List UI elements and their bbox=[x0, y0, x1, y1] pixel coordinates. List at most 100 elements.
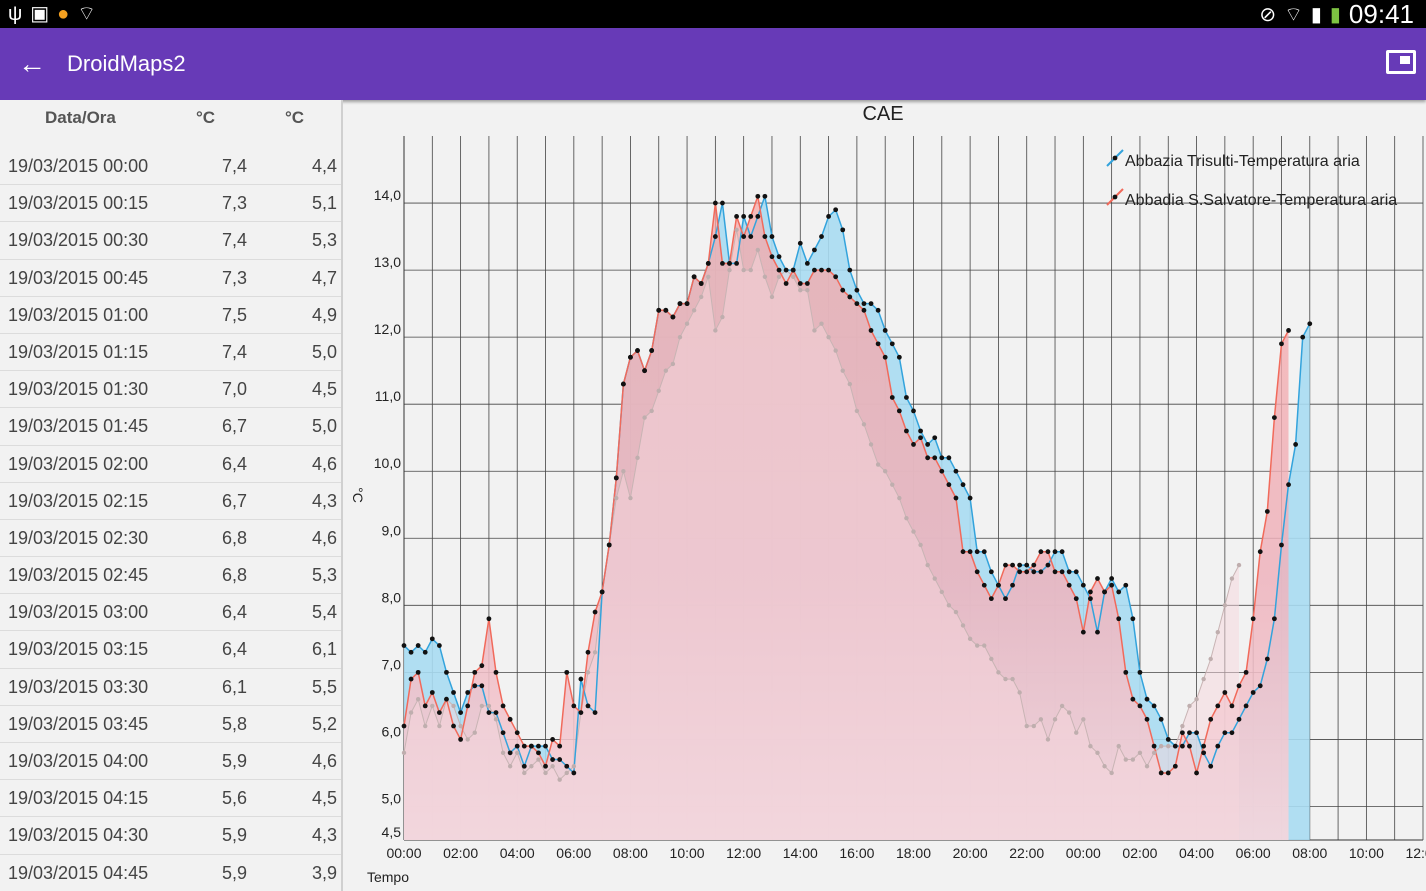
data-point-salvatore bbox=[422, 703, 428, 709]
data-point-salvatore bbox=[401, 723, 407, 729]
data-point-trisulti bbox=[1109, 576, 1115, 581]
table-row[interactable]: 19/03/2015 02:45 6,8 5,3 bbox=[0, 557, 341, 595]
table-row[interactable]: 19/03/2015 01:45 6,7 5,0 bbox=[0, 408, 341, 446]
signal-icon: ▮ bbox=[1310, 3, 1322, 26]
cell-temperature: 6,1 bbox=[312, 639, 338, 660]
legend-marker-trisulti bbox=[1112, 155, 1118, 161]
data-point-trisulti bbox=[451, 690, 456, 695]
data-point-salvatore bbox=[585, 649, 591, 655]
data-point-salvatore bbox=[514, 730, 520, 736]
table-row[interactable]: 19/03/2015 01:30 7,0 4,5 bbox=[0, 371, 341, 409]
data-point-salvatore bbox=[415, 669, 421, 675]
data-point-trisulti bbox=[1293, 442, 1299, 447]
table-row[interactable]: 19/03/2015 02:30 6,8 4,6 bbox=[0, 520, 341, 558]
data-point-trisulti bbox=[536, 743, 541, 749]
cell-temperature: 4,6 bbox=[312, 751, 338, 771]
table-row[interactable]: 19/03/2015 04:45 5,9 3,9 bbox=[0, 855, 341, 891]
data-point-trisulti bbox=[1208, 763, 1214, 769]
cell-temperature: 7,0 bbox=[222, 379, 248, 400]
data-point-trisulti bbox=[911, 408, 916, 414]
data-point-third bbox=[458, 723, 463, 729]
table-row[interactable]: 19/03/2015 04:30 5,9 4,3 bbox=[0, 817, 341, 855]
data-point-salvatore bbox=[578, 710, 584, 716]
cell-temperature: 4,7 bbox=[312, 267, 338, 288]
data-point-third bbox=[1088, 743, 1093, 749]
table-row[interactable]: 19/03/2015 02:15 6,7 4,3 bbox=[0, 483, 341, 520]
data-point-trisulti bbox=[1300, 334, 1306, 340]
data-point-salvatore bbox=[833, 274, 839, 280]
data-point-trisulti bbox=[571, 770, 577, 776]
data-point-third bbox=[805, 288, 810, 293]
table-row[interactable]: 19/03/2015 04:00 5,9 4,6 bbox=[0, 743, 341, 781]
data-point-salvatore bbox=[1271, 415, 1277, 420]
data-point-salvatore bbox=[1088, 589, 1093, 595]
data-point-trisulti bbox=[776, 254, 782, 260]
series-line-salvatore bbox=[403, 193, 1290, 776]
cell-temperature: 5,6 bbox=[222, 788, 248, 809]
data-point-third bbox=[911, 529, 916, 534]
cell-temperature: 4,5 bbox=[312, 379, 338, 400]
data-point-salvatore bbox=[698, 281, 704, 286]
panel-divider bbox=[341, 100, 343, 891]
data-point-third bbox=[826, 334, 831, 340]
back-arrow-icon[interactable]: ← bbox=[18, 48, 46, 79]
cell-datetime: 19/03/2015 01:00 bbox=[8, 304, 149, 325]
data-point-salvatore bbox=[1080, 629, 1086, 635]
data-point-third bbox=[840, 368, 845, 373]
data-point-trisulti bbox=[896, 354, 902, 360]
data-point-trisulti bbox=[1130, 616, 1136, 622]
table-row[interactable]: 19/03/2015 00:45 7,3 4,7 bbox=[0, 260, 341, 297]
data-point-trisulti bbox=[960, 482, 966, 488]
data-point-trisulti bbox=[1172, 743, 1178, 749]
status-left-icons: ψ ▣ ● ⌔ bbox=[8, 2, 96, 26]
data-point-third bbox=[691, 308, 697, 313]
table-row[interactable]: 19/03/2015 00:00 7,4 4,4 bbox=[0, 148, 341, 186]
data-point-trisulti bbox=[1151, 703, 1157, 709]
table-row[interactable]: 19/03/2015 00:15 7,3 5,1 bbox=[0, 185, 341, 223]
data-point-third bbox=[776, 274, 782, 279]
table-row[interactable]: 19/03/2015 01:00 7,5 4,9 bbox=[0, 297, 341, 334]
data-point-salvatore bbox=[939, 468, 945, 474]
data-point-salvatore bbox=[599, 589, 605, 595]
cell-temperature: 6,7 bbox=[222, 416, 248, 437]
data-point-third bbox=[1024, 723, 1029, 729]
table-row[interactable]: 19/03/2015 03:00 6,4 5,4 bbox=[0, 594, 341, 632]
data-point-salvatore bbox=[790, 267, 796, 273]
cell-temperature: 6,1 bbox=[222, 676, 248, 697]
data-point-trisulti bbox=[868, 301, 874, 307]
data-point-trisulti bbox=[493, 710, 499, 716]
table-row[interactable]: 19/03/2015 01:15 7,4 5,0 bbox=[0, 334, 341, 372]
app-title: DroidMaps2 bbox=[67, 51, 186, 76]
data-point-salvatore bbox=[628, 354, 633, 360]
data-point-third bbox=[437, 723, 442, 729]
data-point-trisulti bbox=[882, 328, 888, 333]
data-point-salvatore bbox=[1024, 569, 1030, 575]
table-row[interactable]: 19/03/2015 03:30 6,1 5,5 bbox=[0, 669, 341, 706]
table-row[interactable]: 19/03/2015 02:00 6,4 4,6 bbox=[0, 446, 341, 483]
data-table[interactable]: Data/Ora °C °C 19/03/2015 00:00 7,4 4,4 19/… bbox=[0, 100, 341, 891]
data-point-salvatore bbox=[720, 260, 725, 266]
data-point-trisulti bbox=[564, 763, 570, 769]
data-point-salvatore bbox=[875, 341, 881, 347]
table-row[interactable]: 19/03/2015 03:45 5,8 5,2 bbox=[0, 706, 341, 743]
table-row[interactable]: 19/03/2015 03:15 6,4 6,1 bbox=[0, 631, 341, 669]
data-point-third bbox=[741, 267, 746, 273]
data-point-trisulti bbox=[762, 193, 768, 199]
data-point-salvatore bbox=[953, 495, 959, 501]
data-point-third bbox=[875, 462, 881, 467]
data-point-salvatore bbox=[1045, 549, 1051, 555]
data-point-salvatore bbox=[444, 696, 449, 702]
data-point-salvatore bbox=[691, 274, 697, 280]
data-point-trisulti bbox=[1264, 656, 1270, 662]
cell-datetime: 19/03/2015 01:45 bbox=[8, 416, 149, 437]
data-point-trisulti bbox=[861, 301, 867, 307]
data-point-salvatore bbox=[1095, 576, 1100, 581]
table-row[interactable]: 19/03/2015 04:15 5,6 4,5 bbox=[0, 780, 341, 818]
cell-temperature: 3,9 bbox=[312, 862, 338, 883]
data-point-salvatore bbox=[854, 301, 860, 307]
data-point-third bbox=[401, 750, 407, 756]
data-point-trisulti bbox=[988, 569, 994, 575]
window-toggle-icon[interactable] bbox=[1386, 50, 1416, 74]
table-row[interactable]: 19/03/2015 00:30 7,4 5,3 bbox=[0, 222, 341, 260]
cell-datetime: 19/03/2015 04:00 bbox=[8, 751, 149, 771]
